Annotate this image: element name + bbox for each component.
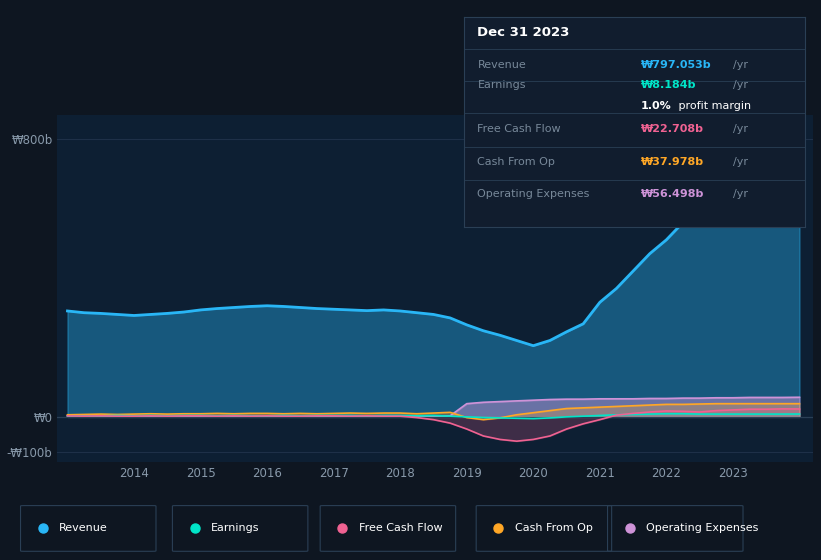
Text: Cash From Op: Cash From Op bbox=[478, 157, 555, 167]
Text: ₩56.498b: ₩56.498b bbox=[641, 189, 704, 199]
Text: /yr: /yr bbox=[733, 189, 748, 199]
Text: /yr: /yr bbox=[733, 124, 748, 134]
Text: Operating Expenses: Operating Expenses bbox=[646, 523, 759, 533]
Text: Free Cash Flow: Free Cash Flow bbox=[478, 124, 561, 134]
Text: ₩8.184b: ₩8.184b bbox=[641, 80, 696, 90]
Text: ₩37.978b: ₩37.978b bbox=[641, 157, 704, 167]
Text: /yr: /yr bbox=[733, 80, 748, 90]
Text: Revenue: Revenue bbox=[59, 523, 108, 533]
Text: ₩797.053b: ₩797.053b bbox=[641, 60, 712, 70]
Text: profit margin: profit margin bbox=[675, 101, 751, 111]
Text: 1.0%: 1.0% bbox=[641, 101, 672, 111]
Text: Cash From Op: Cash From Op bbox=[515, 523, 593, 533]
Text: Dec 31 2023: Dec 31 2023 bbox=[478, 26, 570, 39]
Text: Free Cash Flow: Free Cash Flow bbox=[359, 523, 443, 533]
Text: Operating Expenses: Operating Expenses bbox=[478, 189, 589, 199]
Text: Revenue: Revenue bbox=[478, 60, 526, 70]
Text: Earnings: Earnings bbox=[478, 80, 526, 90]
Text: /yr: /yr bbox=[733, 157, 748, 167]
Text: ₩22.708b: ₩22.708b bbox=[641, 124, 704, 134]
Text: /yr: /yr bbox=[733, 60, 748, 70]
Text: Earnings: Earnings bbox=[211, 523, 259, 533]
